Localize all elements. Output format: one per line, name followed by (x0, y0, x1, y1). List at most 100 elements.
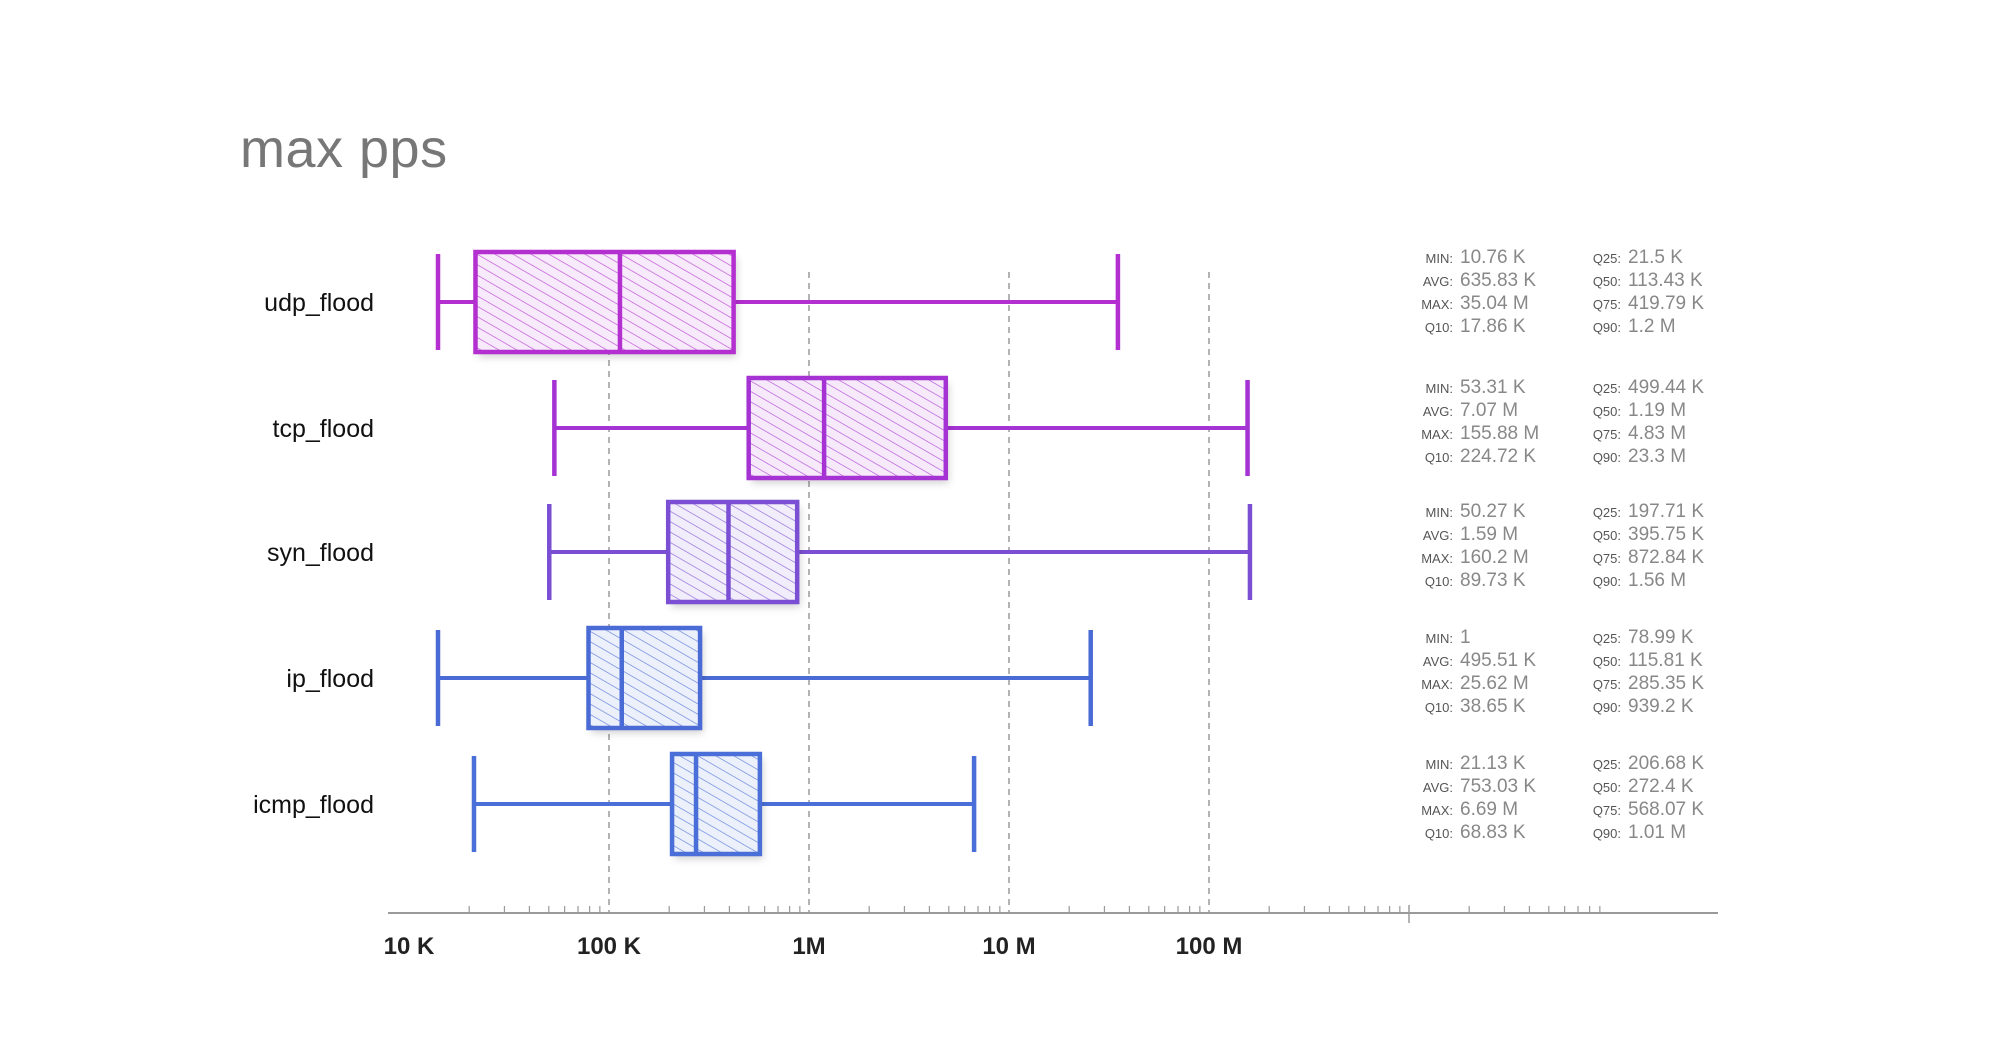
stat-key: Q25: (1593, 251, 1621, 266)
stat-key: Q75: (1593, 677, 1621, 692)
stat-value: 25.62 M (1460, 673, 1529, 694)
stat-key: Q50: (1593, 528, 1621, 543)
box-udp_flood (435, 249, 1121, 355)
stat-value: 419.79 K (1628, 293, 1704, 314)
x-tick-label: 10 M (982, 933, 1035, 960)
stat-key: Q75: (1593, 297, 1621, 312)
stat-value: 499.44 K (1628, 377, 1704, 398)
x-tick-label: 10 K (384, 933, 435, 960)
stat-key: AVG: (1423, 780, 1453, 795)
stat-value: 53.31 K (1460, 377, 1526, 398)
box-ip_flood (435, 625, 1093, 731)
stat-value: 635.83 K (1460, 270, 1536, 291)
page-title: max pps (240, 119, 448, 179)
stat-key: MIN: (1426, 631, 1453, 646)
stat-key: Q75: (1593, 427, 1621, 442)
grid-layer (608, 272, 1210, 913)
box-iqr (746, 375, 949, 481)
stat-key: Q10: (1425, 826, 1453, 841)
x-tick-label: 100 K (577, 933, 642, 960)
stat-value: 7.07 M (1460, 400, 1518, 421)
stat-value: 285.35 K (1628, 673, 1704, 694)
stat-value: 155.88 M (1460, 423, 1539, 444)
stat-value: 197.71 K (1628, 501, 1704, 522)
stat-key: Q90: (1593, 450, 1621, 465)
stats-panel-icmp_flood: MIN: 21.13 K Q25: 206.68 K AVG: 753.03 K Q50: 2… (1421, 753, 1704, 843)
stat-value: 1.01 M (1628, 822, 1686, 843)
stat-key: MIN: (1426, 505, 1453, 520)
x-tick-label: 1M (792, 933, 825, 960)
stat-key: AVG: (1423, 528, 1453, 543)
x-tick-label: 100 M (1176, 933, 1243, 960)
stat-key: MAX: (1421, 551, 1453, 566)
category-label: icmp_flood (253, 791, 374, 819)
stat-value: 395.75 K (1628, 524, 1704, 545)
stat-value: 495.51 K (1460, 650, 1536, 671)
stat-value: 4.83 M (1628, 423, 1686, 444)
stat-key: Q10: (1425, 450, 1453, 465)
stat-value: 1.19 M (1628, 400, 1686, 421)
stat-value: 272.4 K (1628, 776, 1694, 797)
stat-key: MAX: (1421, 803, 1453, 818)
stat-value: 1.56 M (1628, 570, 1686, 591)
stat-key: MAX: (1421, 427, 1453, 442)
stat-key: MAX: (1421, 677, 1453, 692)
stat-key: MIN: (1426, 757, 1453, 772)
stat-key: Q75: (1593, 551, 1621, 566)
stats-panels: MIN: 10.76 K Q25: 21.5 K AVG: 635.83 K Q50: 113… (1421, 247, 1704, 843)
stat-key: Q50: (1593, 274, 1621, 289)
stat-key: Q25: (1593, 381, 1621, 396)
stat-value: 206.68 K (1628, 753, 1704, 774)
stat-value: 23.3 M (1628, 446, 1686, 467)
stat-value: 6.69 M (1460, 799, 1518, 820)
stats-panel-syn_flood: MIN: 50.27 K Q25: 197.71 K AVG: 1.59 M Q50: 395… (1421, 501, 1704, 591)
stat-key: Q10: (1425, 320, 1453, 335)
stat-key: AVG: (1423, 404, 1453, 419)
stat-key: AVG: (1423, 654, 1453, 669)
stat-key: Q90: (1593, 826, 1621, 841)
box-syn_flood (547, 499, 1253, 605)
stat-key: Q75: (1593, 803, 1621, 818)
stat-value: 568.07 K (1628, 799, 1704, 820)
category-label: syn_flood (267, 539, 374, 567)
stat-key: Q25: (1593, 631, 1621, 646)
stat-value: 68.83 K (1460, 822, 1526, 843)
box-iqr (665, 499, 800, 605)
x-axis: 10 K 100 K 1M 10 M 100 M (384, 905, 1718, 960)
stat-value: 1.59 M (1460, 524, 1518, 545)
stat-value: 939.2 K (1628, 696, 1694, 717)
stat-value: 1.2 M (1628, 316, 1676, 337)
stat-value: 1 (1460, 627, 1471, 648)
stat-value: 21.5 K (1628, 247, 1683, 268)
stat-value: 10.76 K (1460, 247, 1526, 268)
stat-key: Q50: (1593, 780, 1621, 795)
stat-key: Q10: (1425, 700, 1453, 715)
stat-value: 17.86 K (1460, 316, 1526, 337)
box-iqr (669, 751, 763, 857)
stat-key: AVG: (1423, 274, 1453, 289)
category-label: tcp_flood (273, 415, 374, 443)
stat-value: 113.43 K (1628, 270, 1703, 291)
stats-panel-ip_flood: MIN: 1 Q25: 78.99 K AVG: 495.51 K Q50: 115.81 K… (1421, 627, 1704, 717)
stat-value: 160.2 M (1460, 547, 1529, 568)
stat-value: 38.65 K (1460, 696, 1526, 717)
boxes-layer (435, 249, 1253, 857)
stat-key: Q10: (1425, 574, 1453, 589)
stat-value: 21.13 K (1460, 753, 1526, 774)
stat-value: 753.03 K (1460, 776, 1536, 797)
stat-key: Q90: (1593, 320, 1621, 335)
category-label: udp_flood (264, 289, 374, 317)
box-tcp_flood (552, 375, 1250, 481)
stat-value: 89.73 K (1460, 570, 1526, 591)
box-iqr (473, 249, 736, 355)
stat-value: 224.72 K (1460, 446, 1536, 467)
box-iqr (586, 625, 703, 731)
category-labels: udp_flood tcp_flood syn_flood ip_flood icmp_… (253, 289, 374, 819)
stat-key: MIN: (1426, 251, 1453, 266)
stat-key: Q25: (1593, 757, 1621, 772)
stat-value: 50.27 K (1460, 501, 1526, 522)
stat-key: MIN: (1426, 381, 1453, 396)
stat-value: 872.84 K (1628, 547, 1704, 568)
category-label: ip_flood (286, 665, 374, 693)
